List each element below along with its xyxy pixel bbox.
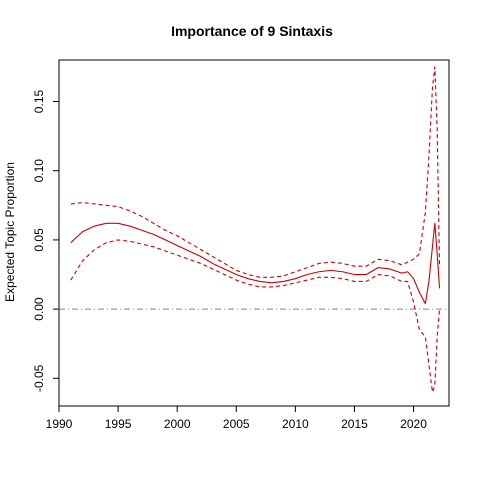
x-tick-label: 1990 xyxy=(46,417,73,431)
x-tick-label: 2015 xyxy=(341,417,368,431)
y-tick-label: 0.00 xyxy=(32,297,46,321)
chart-title: Importance of 9 Sintaxis xyxy=(171,23,333,39)
x-tick-label: 2000 xyxy=(164,417,191,431)
x-tick-label: 2005 xyxy=(223,417,250,431)
plot-frame xyxy=(58,59,450,407)
plot-area xyxy=(59,66,449,393)
y-tick-label: 0.05 xyxy=(32,228,46,252)
series-line-lower-bound xyxy=(70,239,441,393)
y-tick-label: -0.05 xyxy=(32,364,46,392)
series-line-estimate xyxy=(70,222,441,305)
x-tick-label: 2010 xyxy=(282,417,309,431)
x-tick-label: 2020 xyxy=(400,417,427,431)
y-tick-label: 0.10 xyxy=(32,159,46,183)
series-line-upper-bound xyxy=(70,66,441,278)
y-axis-label: Expected Topic Proportion xyxy=(3,162,17,302)
x-tick-label: 1995 xyxy=(105,417,132,431)
y-tick-label: 0.15 xyxy=(32,90,46,114)
